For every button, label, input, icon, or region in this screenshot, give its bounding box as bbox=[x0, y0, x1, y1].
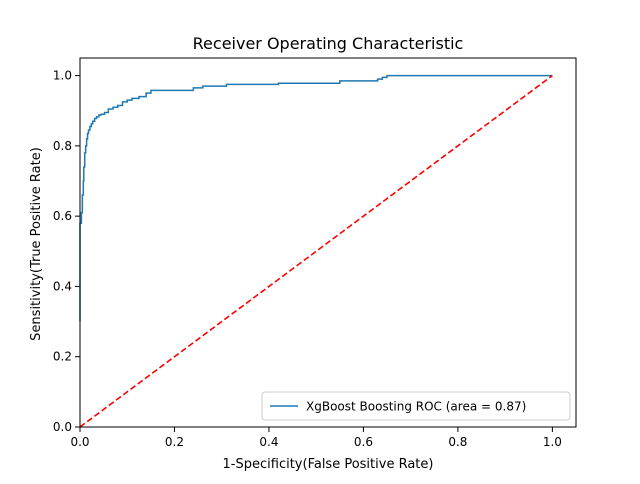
x-tick-label: 0.8 bbox=[448, 435, 467, 449]
x-tick-label: 0.4 bbox=[259, 435, 278, 449]
y-tick-label: 0.0 bbox=[53, 420, 72, 434]
legend-box bbox=[261, 391, 571, 421]
x-axis-label: 1-Specificity(False Positive Rate) bbox=[223, 457, 434, 472]
x-tick-label: 0.0 bbox=[70, 435, 89, 449]
legend-label: XgBoost Boosting ROC (area = 0.87) bbox=[306, 400, 526, 414]
x-tick-label: 1.0 bbox=[543, 435, 562, 449]
y-tick-label: 0.8 bbox=[53, 139, 72, 153]
x-tick-label: 0.6 bbox=[354, 435, 373, 449]
y-tick-label: 0.4 bbox=[53, 279, 72, 293]
y-tick-label: 1.0 bbox=[53, 69, 72, 83]
y-axis-label: Sensitivity(True Positive Rate) bbox=[29, 147, 44, 341]
y-tick-label: 0.2 bbox=[53, 350, 72, 364]
plot-series bbox=[79, 74, 553, 428]
roc-curve-line bbox=[79, 74, 553, 322]
axis-ticks: 0.0 0.2 0.4 0.6 0.8 1.0 0.0 0.2 0.4 0.6 0.8 1.0 bbox=[53, 69, 562, 449]
legend: XgBoost Boosting ROC (area = 0.87) bbox=[261, 391, 571, 421]
plot-frame bbox=[79, 57, 577, 428]
x-tick-label: 0.2 bbox=[165, 435, 184, 449]
chart-title: Receiver Operating Characteristic bbox=[193, 34, 464, 53]
y-tick-label: 0.6 bbox=[53, 209, 72, 223]
chance-diagonal-line bbox=[79, 74, 553, 428]
